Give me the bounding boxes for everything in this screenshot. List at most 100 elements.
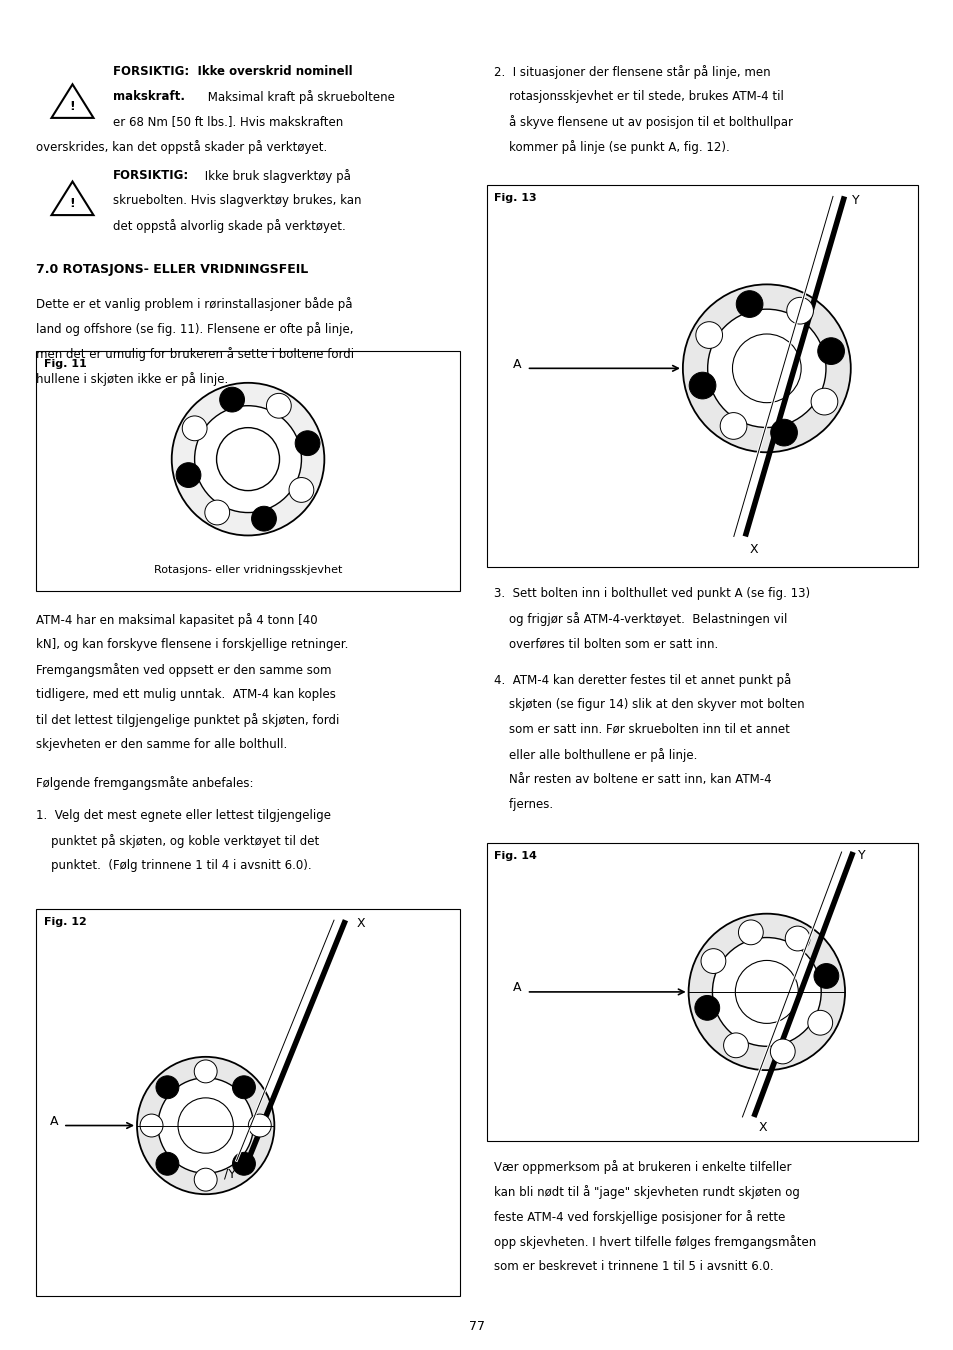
Ellipse shape	[137, 1057, 274, 1195]
Text: Fremgangsmåten ved oppsett er den samme som: Fremgangsmåten ved oppsett er den samme …	[36, 663, 332, 676]
Ellipse shape	[722, 1033, 747, 1057]
Ellipse shape	[182, 416, 207, 440]
Text: 3.  Sett bolten inn i bolthullet ved punkt A (se fig. 13): 3. Sett bolten inn i bolthullet ved punk…	[494, 587, 809, 601]
Text: skjøten (se figur 14) slik at den skyver mot bolten: skjøten (se figur 14) slik at den skyver…	[494, 698, 804, 711]
Text: Når resten av boltene er satt inn, kan ATM-4: Når resten av boltene er satt inn, kan A…	[494, 774, 771, 786]
Text: Fig. 13: Fig. 13	[494, 193, 537, 202]
Text: feste ATM-4 ved forskjellige posisjoner for å rette: feste ATM-4 ved forskjellige posisjoner …	[494, 1210, 784, 1223]
Ellipse shape	[252, 506, 276, 531]
Text: !: !	[70, 197, 75, 211]
Ellipse shape	[688, 914, 844, 1071]
Ellipse shape	[289, 478, 314, 502]
Text: land og offshore (se fig. 11). Flensene er ofte på linje,: land og offshore (se fig. 11). Flensene …	[36, 321, 354, 336]
Ellipse shape	[216, 428, 279, 490]
Ellipse shape	[707, 309, 825, 428]
Text: tidligere, med ett mulig unntak.  ATM-4 kan koples: tidligere, med ett mulig unntak. ATM-4 k…	[36, 687, 335, 701]
Ellipse shape	[219, 387, 244, 412]
Text: kommer på linje (se punkt A, fig. 12).: kommer på linje (se punkt A, fig. 12).	[494, 140, 729, 154]
Bar	[486, 842, 917, 1141]
Ellipse shape	[817, 338, 843, 364]
Text: Vær oppmerksom på at brukeren i enkelte tilfeller: Vær oppmerksom på at brukeren i enkelte …	[494, 1160, 791, 1173]
Ellipse shape	[248, 1114, 271, 1137]
Ellipse shape	[770, 420, 797, 446]
Text: men det er umulig for brukeren å sette i boltene fordi: men det er umulig for brukeren å sette i…	[36, 347, 354, 360]
Bar	[36, 909, 459, 1296]
Text: å skyve flensene ut av posisjon til et bolthullpar: å skyve flensene ut av posisjon til et b…	[494, 115, 792, 128]
Ellipse shape	[732, 333, 801, 402]
Text: skruebolten. Hvis slagverktøy brukes, kan: skruebolten. Hvis slagverktøy brukes, ka…	[112, 193, 360, 207]
Ellipse shape	[155, 1076, 178, 1099]
Ellipse shape	[712, 937, 821, 1046]
Ellipse shape	[194, 1168, 217, 1191]
Text: Dette er et vanlig problem i rørinstallasjoner både på: Dette er et vanlig problem i rørinstalla…	[36, 297, 353, 310]
Text: eller alle bolthullene er på linje.: eller alle bolthullene er på linje.	[494, 748, 697, 761]
Ellipse shape	[770, 1040, 795, 1064]
Text: kN], og kan forskyve flensene i forskjellige retninger.: kN], og kan forskyve flensene i forskjel…	[36, 637, 348, 651]
Text: og frigjør så ATM-4-verktøyet.  Belastningen vil: og frigjør så ATM-4-verktøyet. Belastnin…	[494, 613, 787, 626]
Text: overføres til bolten som er satt inn.: overføres til bolten som er satt inn.	[494, 637, 718, 651]
Text: Følgende fremgangsmåte anbefales:: Følgende fremgangsmåte anbefales:	[36, 776, 253, 790]
Ellipse shape	[140, 1114, 163, 1137]
Text: /Y: /Y	[224, 1168, 235, 1180]
Text: er 68 Nm [50 ft lbs.]. Hvis makskraften: er 68 Nm [50 ft lbs.]. Hvis makskraften	[112, 115, 342, 128]
Text: makskraft.: makskraft.	[112, 90, 184, 103]
Text: 2.  I situasjoner der flensene står på linje, men: 2. I situasjoner der flensene står på li…	[494, 65, 770, 78]
Text: Fig. 12: Fig. 12	[44, 917, 87, 926]
Ellipse shape	[784, 926, 809, 950]
Text: hullene i skjøten ikke er på linje.: hullene i skjøten ikke er på linje.	[36, 371, 229, 386]
Ellipse shape	[810, 389, 837, 414]
Text: kan bli nødt til å "jage" skjevheten rundt skjøten og: kan bli nødt til å "jage" skjevheten run…	[494, 1185, 800, 1199]
Text: opp skjevheten. I hvert tilfelle følges fremgangsmåten: opp skjevheten. I hvert tilfelle følges …	[494, 1234, 816, 1249]
Ellipse shape	[266, 393, 291, 418]
Text: A: A	[513, 358, 521, 371]
Ellipse shape	[178, 1098, 233, 1153]
Text: X: X	[749, 543, 758, 556]
Ellipse shape	[194, 406, 301, 513]
Ellipse shape	[194, 1060, 217, 1083]
Ellipse shape	[294, 431, 319, 455]
Text: 7.0 ROTASJONS- ELLER VRIDNINGSFEIL: 7.0 ROTASJONS- ELLER VRIDNINGSFEIL	[36, 263, 308, 277]
Text: rotasjonsskjevhet er til stede, brukes ATM-4 til: rotasjonsskjevhet er til stede, brukes A…	[494, 90, 783, 103]
Text: Y: Y	[857, 849, 864, 863]
Text: til det lettest tilgjengelige punktet på skjøten, fordi: til det lettest tilgjengelige punktet på…	[36, 713, 339, 726]
Text: overskrides, kan det oppstå skader på verktøyet.: overskrides, kan det oppstå skader på ve…	[36, 140, 327, 154]
Text: FORSIKTIG:: FORSIKTIG:	[112, 169, 189, 182]
Ellipse shape	[695, 321, 721, 348]
Ellipse shape	[786, 297, 813, 324]
Ellipse shape	[172, 383, 324, 536]
Text: Rotasjons- eller vridningsskjevhet: Rotasjons- eller vridningsskjevhet	[153, 566, 342, 575]
Ellipse shape	[807, 1010, 832, 1035]
Text: fjernes.: fjernes.	[494, 798, 553, 811]
Ellipse shape	[736, 290, 762, 317]
Text: Fig. 14: Fig. 14	[494, 852, 537, 861]
Ellipse shape	[735, 960, 798, 1023]
Text: !: !	[70, 100, 75, 113]
Text: som er satt inn. Før skruebolten inn til et annet: som er satt inn. Før skruebolten inn til…	[494, 724, 789, 736]
Ellipse shape	[682, 285, 850, 452]
Text: Ikke bruk slagverktøy på: Ikke bruk slagverktøy på	[201, 169, 351, 182]
Ellipse shape	[176, 463, 201, 487]
Text: 1.  Velg det mest egnete eller lettest tilgjengelige: 1. Velg det mest egnete eller lettest ti…	[36, 809, 331, 822]
Ellipse shape	[233, 1076, 255, 1099]
Text: ATM-4 har en maksimal kapasitet på 4 tonn [40: ATM-4 har en maksimal kapasitet på 4 ton…	[36, 613, 317, 626]
Ellipse shape	[700, 949, 725, 973]
Ellipse shape	[813, 964, 838, 988]
Text: skjevheten er den samme for alle bolthull.: skjevheten er den samme for alle bolthul…	[36, 737, 287, 751]
Ellipse shape	[158, 1077, 253, 1173]
Ellipse shape	[155, 1153, 178, 1176]
Text: Fig. 11: Fig. 11	[44, 359, 87, 369]
Text: Maksimal kraft på skrueboltene: Maksimal kraft på skrueboltene	[204, 90, 395, 104]
Text: A: A	[513, 981, 521, 995]
Text: 4.  ATM-4 kan deretter festes til et annet punkt på: 4. ATM-4 kan deretter festes til et anne…	[494, 674, 791, 687]
Ellipse shape	[694, 995, 719, 1021]
Text: A: A	[50, 1115, 58, 1129]
Bar	[36, 351, 459, 591]
Text: punktet.  (Følg trinnene 1 til 4 i avsnitt 6.0).: punktet. (Følg trinnene 1 til 4 i avsnit…	[36, 859, 312, 872]
Text: X: X	[356, 918, 365, 930]
Text: X: X	[758, 1120, 766, 1134]
Text: punktet på skjøten, og koble verktøyet til det: punktet på skjøten, og koble verktøyet t…	[36, 834, 319, 848]
Bar	[486, 185, 917, 567]
Ellipse shape	[720, 413, 746, 439]
Ellipse shape	[688, 373, 715, 398]
Text: Y: Y	[851, 193, 859, 207]
